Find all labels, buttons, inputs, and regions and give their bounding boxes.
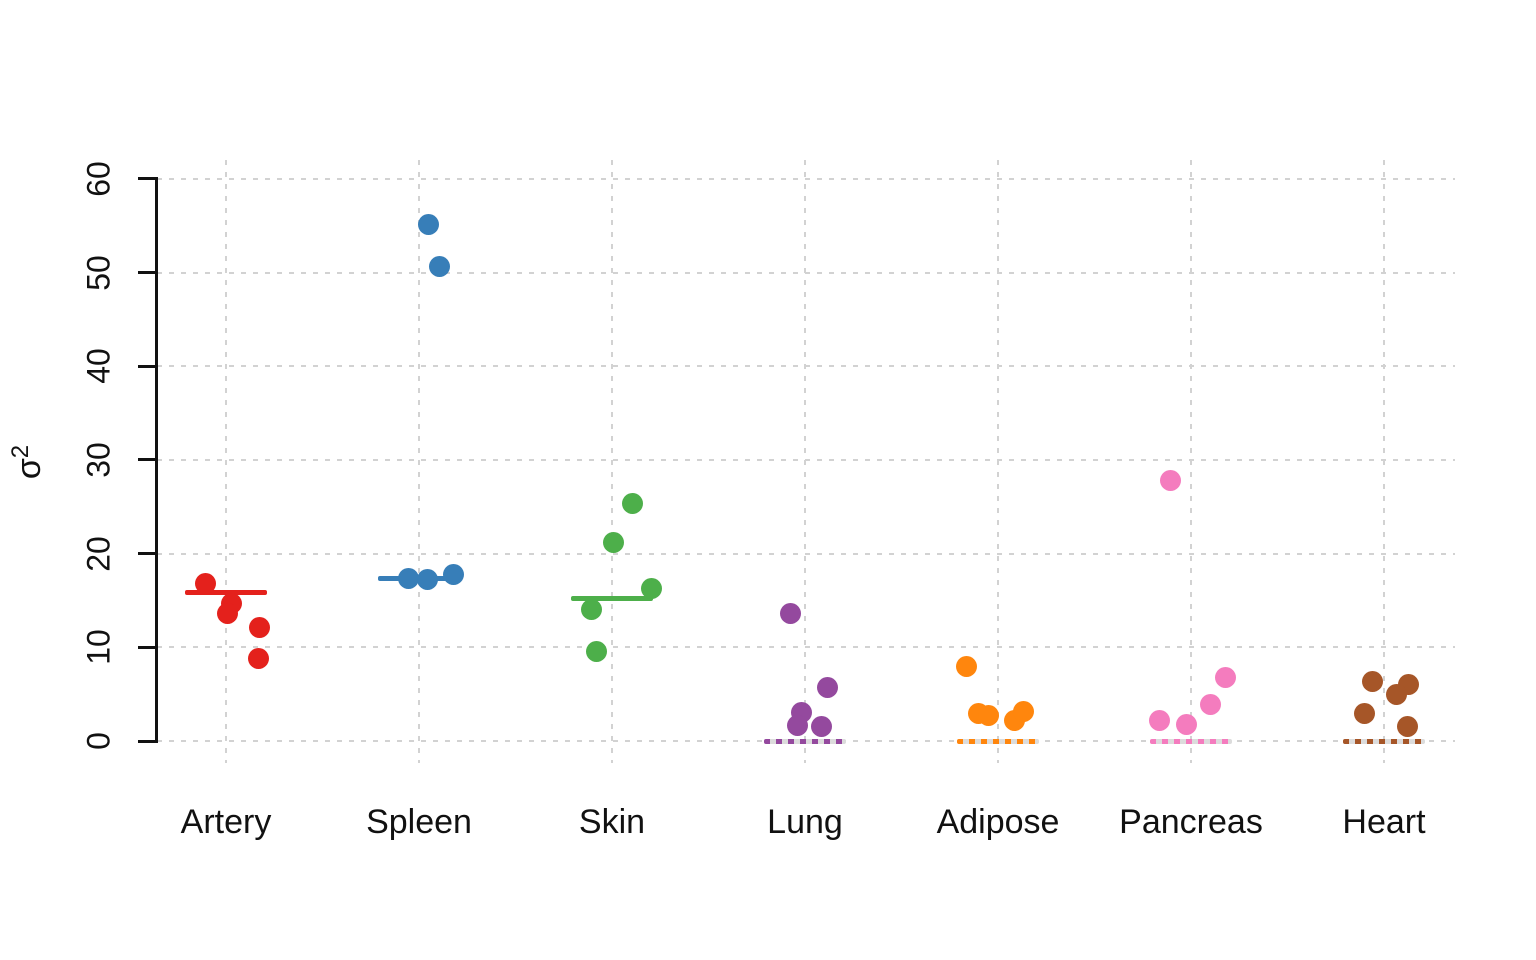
y-axis-tick xyxy=(138,271,157,275)
vertical-gridline xyxy=(997,160,999,763)
y-axis-tick xyxy=(138,177,157,181)
y-axis-line xyxy=(155,177,158,743)
vertical-gridline xyxy=(611,160,613,763)
vertical-gridline xyxy=(225,160,227,763)
y-tick-label: 0 xyxy=(80,732,117,750)
horizontal-gridline xyxy=(157,552,1455,555)
x-category-label: Pancreas xyxy=(1119,803,1263,841)
data-point xyxy=(442,563,464,585)
y-tick-label: 20 xyxy=(80,535,117,572)
data-point xyxy=(1385,683,1407,705)
data-point xyxy=(247,648,269,670)
x-category-label: Spleen xyxy=(366,803,472,841)
x-category-label: Adipose xyxy=(936,803,1060,841)
y-axis-tick xyxy=(138,364,157,368)
y-tick-label: 60 xyxy=(80,161,117,197)
data-point xyxy=(397,568,419,590)
data-point xyxy=(977,705,999,727)
y-tick-label: 10 xyxy=(80,629,117,666)
y-axis-tick xyxy=(138,739,157,743)
data-point xyxy=(955,655,977,677)
vertical-gridline xyxy=(1383,160,1385,763)
y-axis-tick xyxy=(138,458,157,462)
group-center-line xyxy=(185,589,267,595)
data-point xyxy=(1175,713,1197,735)
y-tick-label: 30 xyxy=(80,442,117,478)
data-point xyxy=(194,573,216,595)
y-tick-label: 50 xyxy=(80,254,117,291)
data-point xyxy=(1199,693,1221,715)
data-point xyxy=(1012,701,1034,723)
x-category-label: Artery xyxy=(180,803,272,841)
data-point xyxy=(216,603,238,625)
y-axis-label-sigma: σ xyxy=(10,458,49,480)
data-point xyxy=(621,492,643,514)
data-point xyxy=(1353,703,1375,725)
data-point xyxy=(1159,470,1181,492)
data-point xyxy=(428,255,450,277)
data-point xyxy=(786,714,808,736)
vertical-gridline xyxy=(804,160,806,763)
group-center-line xyxy=(764,738,846,744)
y-axis-tick xyxy=(138,552,157,556)
data-point xyxy=(417,214,439,236)
data-point xyxy=(640,577,662,599)
x-category-label: Skin xyxy=(578,803,646,841)
group-center-line xyxy=(957,738,1039,744)
data-point xyxy=(1361,671,1383,693)
group-center-line xyxy=(1343,738,1425,744)
horizontal-gridline xyxy=(157,458,1455,461)
vertical-gridline xyxy=(1190,160,1192,763)
horizontal-gridline xyxy=(157,646,1455,649)
y-axis-label-exponent: 2 xyxy=(6,444,34,459)
data-point xyxy=(1396,716,1418,738)
horizontal-gridline xyxy=(157,271,1455,274)
data-point xyxy=(816,677,838,699)
vertical-gridline xyxy=(418,160,420,763)
data-point xyxy=(585,640,607,662)
data-point xyxy=(602,531,624,553)
y-axis-tick xyxy=(138,645,157,649)
data-point xyxy=(810,715,832,737)
data-point xyxy=(779,603,801,625)
x-category-label: Heart xyxy=(1342,803,1426,841)
y-axis-label: σ2 xyxy=(7,445,49,479)
group-center-line xyxy=(1150,738,1232,744)
horizontal-gridline xyxy=(157,177,1455,180)
data-point xyxy=(580,599,602,621)
x-category-label: Lung xyxy=(767,803,843,841)
y-tick-label: 40 xyxy=(80,348,117,385)
data-point xyxy=(248,617,270,639)
data-point xyxy=(416,569,438,591)
data-point xyxy=(1148,709,1170,731)
group-center-line xyxy=(571,596,653,602)
data-point xyxy=(1214,666,1236,688)
horizontal-gridline xyxy=(157,365,1455,368)
